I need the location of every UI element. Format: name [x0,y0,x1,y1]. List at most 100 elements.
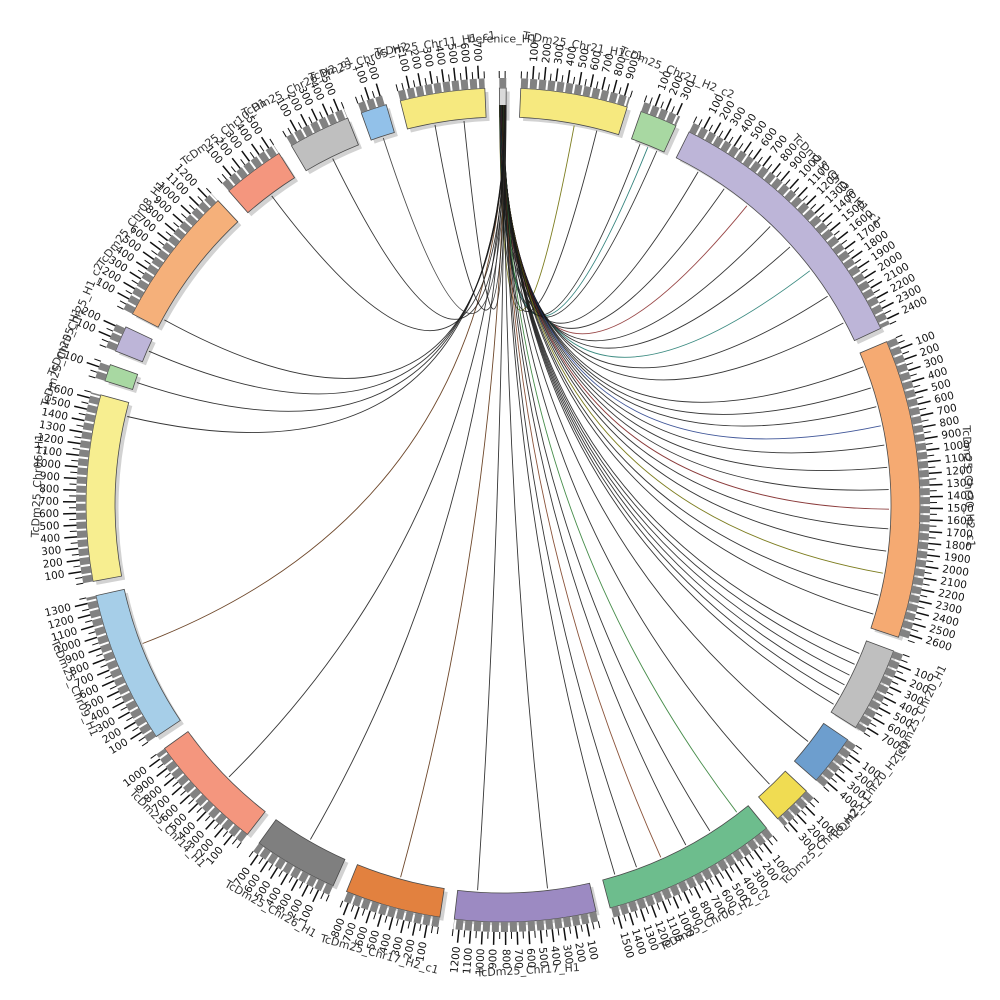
minor-tick [792,818,799,824]
major-tick [920,412,934,417]
tick-label: 500 [576,47,591,69]
minor-tick [269,138,275,146]
axis-band [886,337,931,641]
minor-tick [412,80,416,88]
major-tick [866,727,879,736]
major-tick [837,231,849,241]
tick-label: 700 [600,52,616,74]
tick-label: 300 [41,544,62,558]
major-tick [762,155,772,167]
tick-label: 1500 [947,503,974,515]
minor-tick [671,106,675,113]
major-tick [922,423,936,428]
major-tick [101,680,115,687]
major-tick [752,148,762,160]
tick-label: 800 [938,414,960,429]
major-tick [723,128,732,141]
major-tick [878,707,891,715]
minor-tick [451,929,454,937]
tick-label: 1600 [947,515,974,528]
minor-tick [288,876,293,883]
segment-label-berenice_H1: berenice_H1 [469,33,537,46]
minor-tick [75,576,83,580]
minor-tick [561,75,564,83]
link-berenice_H1-to-TcDm25_Chr08_H1 [164,104,506,379]
minor-tick [84,389,92,393]
minor-tick [137,269,145,275]
minor-tick [875,712,883,717]
minor-tick [927,548,935,551]
major-tick [163,776,175,787]
major-tick [926,554,941,558]
major-tick [814,203,825,214]
minor-tick [927,454,935,457]
major-tick [301,884,309,897]
minor-tick [173,222,180,228]
minor-tick [718,130,724,138]
major-tick [148,758,161,768]
major-tick [156,767,168,777]
major-tick [289,119,298,132]
major-tick [743,141,752,153]
minor-tick [928,537,936,539]
minor-tick [76,582,84,586]
major-tick [661,900,669,914]
axis-band [86,595,157,743]
minor-tick [373,912,377,920]
axis-band [453,911,599,933]
major-tick [925,565,939,570]
segment-arc-TcDm25_Chr21_H2_c2 [630,111,677,153]
major-tick [923,577,937,582]
major-tick [724,869,733,882]
major-tick [149,241,162,251]
minor-tick [902,351,910,355]
tick-label: 200 [540,43,554,64]
minor-tick [549,73,552,81]
minor-tick [919,407,927,411]
major-tick [886,312,900,320]
tick-label: 2100 [939,575,967,591]
major-tick [589,74,595,88]
major-tick [172,213,184,224]
major-tick [788,821,798,833]
minor-tick [396,918,399,926]
minor-tick [157,763,164,769]
link-berenice_H1-to-TcDm25_Chr17_H1 [503,104,548,889]
minor-tick [340,102,345,109]
segment-label-TcDm25_Chr30_H2_c1: TcDm25_Chr30_H2_c1 [960,424,978,548]
link-berenice_H1-to-TcDm25_Chr20_H1 [502,104,834,705]
tick-label: 1100 [461,947,475,975]
major-tick [196,811,207,822]
major-tick [917,400,931,405]
minor-tick [924,571,932,575]
minor-tick [838,768,845,774]
minor-tick [920,594,928,598]
tick-label: 300 [922,353,945,371]
minor-tick [921,419,929,422]
major-tick [65,452,79,456]
major-tick [222,165,232,177]
major-tick [928,542,942,546]
minor-tick [99,344,107,348]
major-tick [312,889,320,903]
tick-label: 400 [377,932,394,954]
tick-label: 800 [612,55,629,77]
major-tick [411,922,417,936]
minor-tick [813,797,820,804]
major-tick [63,476,77,480]
major-tick [250,143,260,155]
major-tick [64,464,78,468]
major-tick [555,68,559,82]
minor-tick [119,300,127,305]
axis-band [95,361,111,381]
minor-tick [181,213,187,219]
minor-tick [886,691,894,696]
major-tick [68,570,82,575]
tick-label: 200 [408,49,424,71]
axis-band [610,828,773,918]
minor-tick [572,76,576,84]
minor-tick [236,842,242,849]
tick-label: 1400 [40,406,69,423]
link-berenice_H1-to-TcDm25_Chr20_H2_c1 [502,104,809,742]
